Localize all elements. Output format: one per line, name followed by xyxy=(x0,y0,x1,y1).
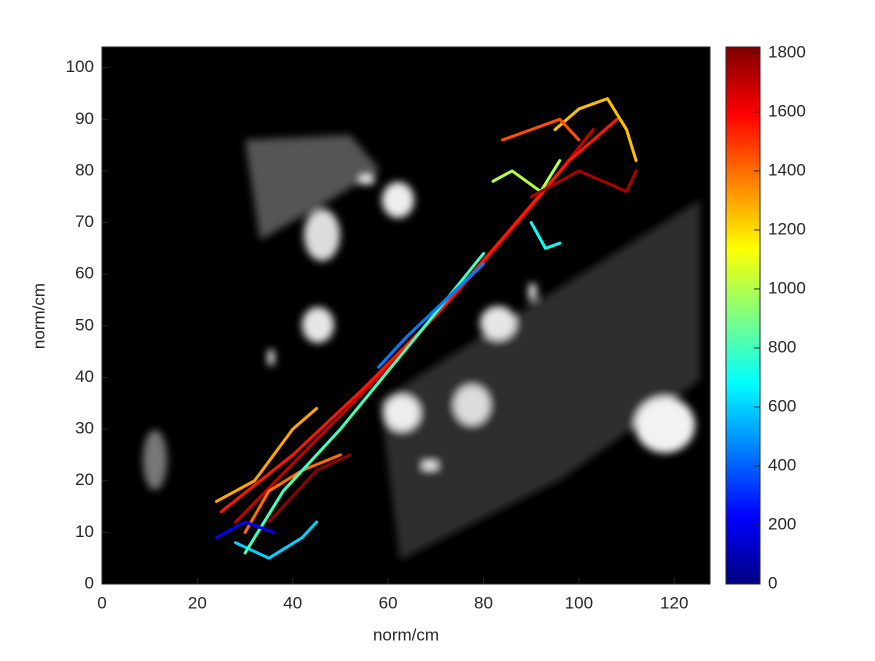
trajectory xyxy=(219,117,619,514)
colorbar-tick-label: 1800 xyxy=(768,42,806,61)
trajectory xyxy=(529,221,562,250)
image-blob xyxy=(143,430,167,490)
image-region xyxy=(245,135,380,240)
trajectory xyxy=(243,453,342,534)
colorbar-tick-label: 1600 xyxy=(768,101,806,120)
image-blob xyxy=(302,307,334,343)
y-tick-label: 100 xyxy=(66,57,94,76)
x-tick-label: 100 xyxy=(565,593,593,612)
image-blob xyxy=(480,306,516,340)
colorbar-tick-label: 0 xyxy=(768,573,777,592)
axes-box xyxy=(101,46,711,585)
trajectory xyxy=(243,252,485,555)
x-tick-label: 0 xyxy=(97,593,106,612)
background-image xyxy=(143,135,700,560)
y-tick-label: 70 xyxy=(75,212,94,231)
trajectory xyxy=(529,169,638,199)
colorbar-tick-label: 800 xyxy=(768,337,796,356)
y-tick-label: 80 xyxy=(75,160,94,179)
x-axis-label: norm/cm xyxy=(373,625,439,644)
trajectory xyxy=(501,117,581,142)
trajectory xyxy=(553,97,638,163)
image-blob xyxy=(529,284,536,300)
y-axis-label: norm/cm xyxy=(29,283,48,349)
y-tick-label: 10 xyxy=(75,522,94,541)
y-tick-label: 50 xyxy=(75,315,94,334)
colorbar-tick-label: 1400 xyxy=(768,160,806,179)
x-tick-label: 20 xyxy=(188,593,207,612)
y-tick-label: 90 xyxy=(75,109,94,128)
x-tick-label: 80 xyxy=(474,593,493,612)
y-tick-label: 60 xyxy=(75,264,94,283)
image-blob xyxy=(268,350,274,365)
colorbar-tick-label: 1000 xyxy=(768,278,806,297)
image-blob xyxy=(382,182,414,218)
colorbar-tick-label: 1200 xyxy=(768,219,806,238)
trajectory xyxy=(214,520,276,540)
colorbar xyxy=(725,46,761,585)
image-blob xyxy=(423,462,437,469)
colorbar-tick-label: 200 xyxy=(768,514,796,533)
trajectory xyxy=(267,453,352,524)
image-blob xyxy=(304,209,340,261)
tracks xyxy=(214,97,638,560)
colorbar-tick-label: 600 xyxy=(768,396,796,415)
image-region xyxy=(380,200,700,560)
trajectory xyxy=(377,262,485,369)
colorbar-tick-label: 400 xyxy=(768,455,796,474)
image-blob xyxy=(384,395,420,431)
x-tick-label: 60 xyxy=(379,593,398,612)
trajectory xyxy=(234,520,319,560)
y-tick-label: 40 xyxy=(75,367,94,386)
y-tick-label: 20 xyxy=(75,470,94,489)
image-blob xyxy=(454,385,490,425)
x-tick-label: 120 xyxy=(660,593,688,612)
trajectory xyxy=(491,159,562,194)
image-blob xyxy=(635,397,695,453)
trajectory xyxy=(214,406,319,503)
y-tick-label: 30 xyxy=(75,419,94,438)
image-blob xyxy=(360,176,374,184)
x-tick-label: 40 xyxy=(283,593,302,612)
y-tick-label: 0 xyxy=(85,573,94,592)
